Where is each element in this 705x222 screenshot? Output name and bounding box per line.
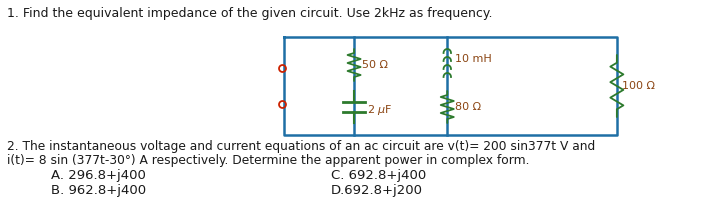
- Text: 100 Ω: 100 Ω: [623, 81, 656, 91]
- Text: C. 692.8+j400: C. 692.8+j400: [331, 169, 426, 182]
- Text: 1. Find the equivalent impedance of the given circuit. Use 2kHz as frequency.: 1. Find the equivalent impedance of the …: [8, 7, 493, 20]
- Text: 50 Ω: 50 Ω: [362, 60, 388, 70]
- Text: 2 $\mu$F: 2 $\mu$F: [367, 103, 393, 117]
- Text: A. 296.8+j400: A. 296.8+j400: [51, 169, 146, 182]
- Text: D.692.8+j200: D.692.8+j200: [331, 184, 423, 197]
- Text: B. 962.8+j400: B. 962.8+j400: [51, 184, 147, 197]
- Text: 2. The instantaneous voltage and current equations of an ac circuit are v(t)= 20: 2. The instantaneous voltage and current…: [8, 140, 596, 153]
- Text: 80 Ω: 80 Ω: [455, 102, 481, 112]
- Text: i(t)= 8 sin (377t-30°) A respectively. Determine the apparent power in complex f: i(t)= 8 sin (377t-30°) A respectively. D…: [8, 154, 530, 167]
- Text: 10 mH: 10 mH: [455, 54, 491, 64]
